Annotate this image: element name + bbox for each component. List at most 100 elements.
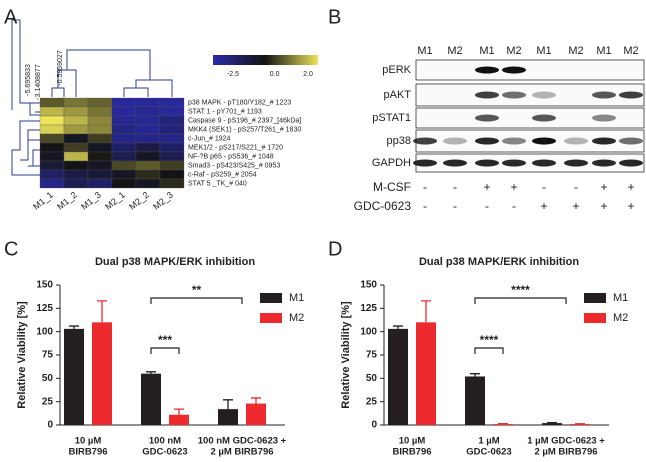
legend-label: M1 (289, 292, 304, 304)
treatment-sign: - (574, 180, 578, 194)
band (502, 137, 526, 145)
y-tick-label: 0 (47, 420, 53, 431)
x-tick-label: BIRB796 (392, 447, 431, 458)
heatmap-cell (111, 133, 137, 144)
panel-label: B (328, 6, 341, 28)
significance-label: **** (480, 333, 499, 347)
heatmap-cell (111, 160, 137, 171)
significance-bracket (474, 347, 504, 354)
bar (64, 328, 84, 425)
row-label: STAT 1 - pY701_# 1193 (188, 108, 262, 115)
band (532, 91, 556, 99)
bar (465, 376, 485, 425)
heatmap-cell (63, 106, 89, 117)
blot-row-label: pERK (382, 64, 411, 76)
band (619, 137, 643, 145)
band (532, 114, 556, 122)
heatmap-cell (111, 115, 137, 126)
heatmap-cell (87, 169, 113, 180)
heatmap-cell (39, 169, 65, 180)
heatmap-cell (39, 142, 65, 153)
chart-title: Dual p38 MAPK/ERK inhibition (95, 256, 255, 268)
heatmap-cell (39, 97, 65, 108)
lane-label: M2 (506, 45, 521, 57)
band (475, 114, 499, 122)
heatmap-cell (39, 160, 65, 171)
error-bar (97, 300, 107, 323)
lane-label: M1 (596, 45, 611, 57)
heatmap-cell (39, 115, 65, 126)
band (592, 137, 616, 145)
colorbar (213, 55, 318, 65)
bar (542, 423, 562, 425)
treatment-sign: + (600, 180, 607, 194)
treatment-sign: - (453, 199, 457, 213)
y-tick-label: 125 (36, 303, 53, 314)
bar (92, 322, 112, 425)
x-tick-label: 10 µM (75, 436, 102, 447)
y-tick-label: 150 (36, 280, 53, 291)
significance-label: **** (511, 283, 530, 297)
error-bar (251, 397, 261, 404)
heatmap-cell (63, 133, 89, 144)
heatmap-cell (135, 178, 161, 189)
y-axis-label: Relative Viability [%] (16, 301, 28, 409)
y-tick-label: 25 (366, 396, 378, 407)
heatmap-cell (135, 169, 161, 180)
band (502, 66, 526, 74)
bar (570, 424, 590, 425)
significance-bracket (474, 297, 567, 304)
y-tick-label: 75 (42, 350, 54, 361)
lane-label: M1 (536, 45, 551, 57)
y-tick-label: 125 (360, 303, 377, 314)
row-label: p38 MAPK - pT180/Y182_# 1223 (188, 99, 291, 106)
bar (493, 424, 513, 425)
heatmap-cell (135, 124, 161, 135)
band (564, 137, 588, 145)
band (532, 137, 556, 145)
heatmap-cell (135, 115, 161, 126)
legend-label: M1 (613, 292, 628, 304)
heatmap-cell (159, 169, 185, 180)
heatmap-cell (159, 178, 185, 189)
x-tick-label: 100 nM GDC-0623 + (198, 436, 287, 447)
row-label: Smad3 - pS423/S425_# 0953 (188, 162, 280, 169)
treatment-sign: + (510, 180, 517, 194)
y-axis-label: Relative Viability [%] (340, 301, 352, 409)
row-label: NF-?B p65 - pS536_# 1048 (188, 153, 274, 160)
panel-label: A (4, 6, 18, 28)
bar (246, 403, 266, 425)
blot-strip (415, 107, 645, 129)
x-tick-label: 2 µM BIRB796 (534, 447, 597, 458)
y-tick-label: 50 (366, 373, 378, 384)
column-label: M2_1 (103, 190, 127, 212)
treatment-sign: - (542, 180, 546, 194)
x-tick-label: GDC-0623 (466, 447, 511, 458)
legend-swatch (260, 313, 282, 323)
band (564, 159, 588, 167)
heatmap-cell (159, 124, 185, 135)
band (475, 159, 499, 167)
significance-bracket (150, 347, 180, 354)
y-tick-label: 75 (366, 350, 378, 361)
heatmap-cell (135, 151, 161, 162)
heatmap-cell (135, 106, 161, 117)
blot-strip (415, 83, 645, 107)
band (619, 91, 643, 99)
heatmap-cell (111, 169, 137, 180)
treatment-label: GDC-0623 (354, 199, 412, 213)
heatmap-cell (159, 133, 185, 144)
legend-label: M2 (289, 312, 304, 324)
heatmap-cell (63, 169, 89, 180)
colorbar-tick-label: 0.0 (270, 71, 280, 78)
band (532, 159, 556, 167)
heatmap-cell (135, 160, 161, 171)
column-label: M2_2 (127, 190, 151, 212)
heatmap-cell (39, 106, 65, 117)
dendrogram-label: -5.695833 (25, 64, 32, 96)
heatmap-cell (87, 106, 113, 117)
legend-swatch (584, 293, 606, 303)
treatment-sign: + (627, 199, 634, 213)
significance-label: *** (158, 333, 172, 347)
lane-label: M2 (447, 45, 462, 57)
